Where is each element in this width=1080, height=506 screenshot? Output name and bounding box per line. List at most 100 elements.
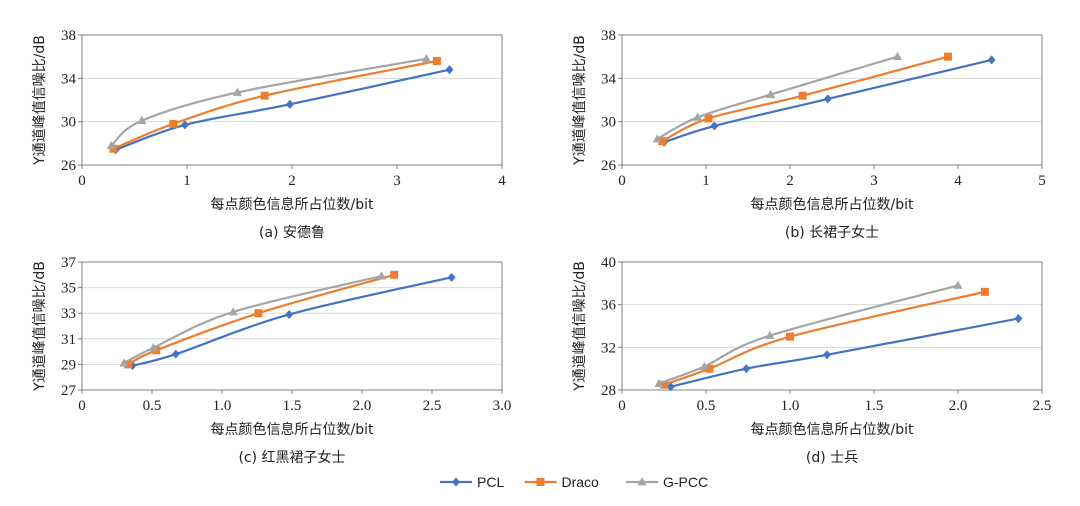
data-point-draco	[658, 137, 667, 146]
x-axis-title: 每点颜色信息所占位数/bit	[751, 196, 914, 213]
x-axis-title: 每点颜色信息所占位数/bit	[211, 196, 374, 213]
series-line-draco	[113, 59, 438, 150]
x-tick-label: 2	[786, 173, 794, 189]
legend-marker-pcl	[452, 477, 460, 487]
data-point-draco	[980, 287, 989, 296]
data-point-pcl	[666, 382, 675, 392]
series-line-draco	[127, 273, 395, 366]
x-tick-label: 1	[183, 173, 191, 189]
y-axis-title: Y通道峰值信噪比/dB	[572, 261, 588, 392]
data-point-pcl	[180, 120, 189, 130]
data-point-g-pcc	[377, 271, 387, 280]
series-line-pcl	[663, 58, 992, 144]
data-point-pcl	[1014, 314, 1023, 324]
data-point-g-pcc	[892, 51, 903, 61]
data-point-draco	[798, 91, 807, 100]
data-point-draco	[786, 332, 794, 341]
y-tick-label: 29	[61, 357, 76, 373]
data-point-g-pcc	[766, 89, 776, 98]
data-point-pcl	[742, 364, 751, 374]
chart-caption: (a) 安德鲁	[259, 225, 325, 241]
x-tick-label: 0	[618, 173, 626, 189]
x-tick-label: 3	[393, 173, 401, 189]
series-line-g-pcc	[123, 275, 382, 365]
y-tick-label: 27	[61, 383, 77, 399]
series-line-pcl	[132, 276, 452, 367]
data-point-draco	[943, 52, 952, 61]
y-axis-title: Y通道峰值信噪比/dB	[32, 261, 48, 392]
series-line-draco	[663, 290, 986, 386]
data-point-pcl	[987, 55, 996, 65]
x-tick-label: 2.5	[1033, 398, 1052, 414]
data-point-pcl	[710, 121, 719, 131]
data-point-pcl	[445, 65, 454, 75]
plot-border	[621, 261, 1043, 391]
data-point-pcl	[285, 99, 294, 109]
data-point-pcl	[823, 94, 832, 104]
data-point-g-pcc	[699, 361, 709, 370]
x-tick-label: 2.0	[949, 398, 968, 414]
y-tick-label: 37	[61, 255, 77, 271]
legend-label-g-pcc: G-PCC	[663, 474, 708, 490]
data-point-g-pcc	[652, 134, 662, 143]
y-tick-label: 33	[61, 306, 76, 322]
data-point-draco	[390, 270, 399, 279]
y-tick-label: 31	[61, 332, 76, 348]
data-point-pcl	[822, 350, 831, 360]
data-point-g-pcc	[137, 115, 147, 124]
data-point-g-pcc	[106, 140, 116, 149]
x-tick-label: 1.5	[283, 398, 302, 414]
plot-border	[621, 34, 1043, 166]
legend-label-draco: Draco	[562, 474, 600, 490]
data-point-draco	[254, 309, 263, 318]
chart-caption: (c) 红黑裙子女士	[238, 449, 345, 466]
x-tick-label: 3.0	[493, 398, 512, 414]
data-point-draco	[432, 57, 441, 65]
y-tick-label: 35	[61, 281, 76, 297]
x-tick-label: 5	[1038, 173, 1046, 189]
data-point-draco	[660, 380, 668, 389]
x-tick-label: 2	[288, 173, 296, 189]
x-tick-label: 2.5	[423, 398, 442, 414]
data-point-pcl	[447, 272, 456, 282]
y-tick-label: 34	[601, 71, 617, 87]
series-line-g-pcc	[658, 284, 959, 385]
y-tick-label: 26	[601, 158, 617, 174]
series-line-pcl	[115, 68, 450, 151]
data-point-g-pcc	[228, 307, 238, 316]
plot-border	[81, 34, 503, 166]
x-tick-label: 2.0	[353, 398, 372, 414]
x-tick-label: 0	[618, 398, 626, 414]
chart-caption: (b) 长裙子女士	[785, 224, 879, 241]
y-tick-label: 32	[601, 340, 616, 356]
x-tick-label: 1	[702, 173, 710, 189]
series-line-g-pcc	[656, 55, 898, 140]
legend-marker-g-pcc	[637, 477, 647, 486]
x-axis-title: 每点颜色信息所占位数/bit	[211, 421, 374, 438]
data-point-g-pcc	[693, 112, 703, 121]
series-line-draco	[661, 55, 949, 143]
data-point-g-pcc	[654, 378, 664, 387]
x-tick-label: 4	[954, 173, 962, 189]
series-line-pcl	[670, 317, 1019, 388]
y-tick-label: 40	[601, 255, 616, 271]
legend: PCL Draco G-PCC	[440, 474, 708, 490]
data-point-g-pcc	[148, 342, 158, 352]
x-tick-label: 0.5	[697, 398, 716, 414]
data-point-pcl	[171, 349, 180, 359]
data-point-g-pcc	[119, 358, 129, 367]
data-point-draco	[260, 91, 269, 100]
y-tick-label: 28	[601, 383, 616, 399]
series-line-g-pcc	[110, 57, 427, 147]
data-point-draco	[124, 360, 133, 369]
y-tick-label: 30	[61, 115, 76, 131]
data-point-draco	[169, 119, 178, 128]
data-point-g-pcc	[232, 87, 242, 96]
x-tick-label: 1.0	[213, 398, 232, 414]
chart-d: 28 32 36 40 0 0.5 1.0 1.5 2.0 2.5 每点颜色信息所占位数/bit Y通…	[572, 255, 1051, 466]
chart-c: 27 29 31 33 35 37 0 0.5 1.0 1.5 2.0 2.5 3.0 每点颜色信息所占位…	[32, 255, 511, 466]
y-tick-label: 26	[61, 158, 77, 174]
